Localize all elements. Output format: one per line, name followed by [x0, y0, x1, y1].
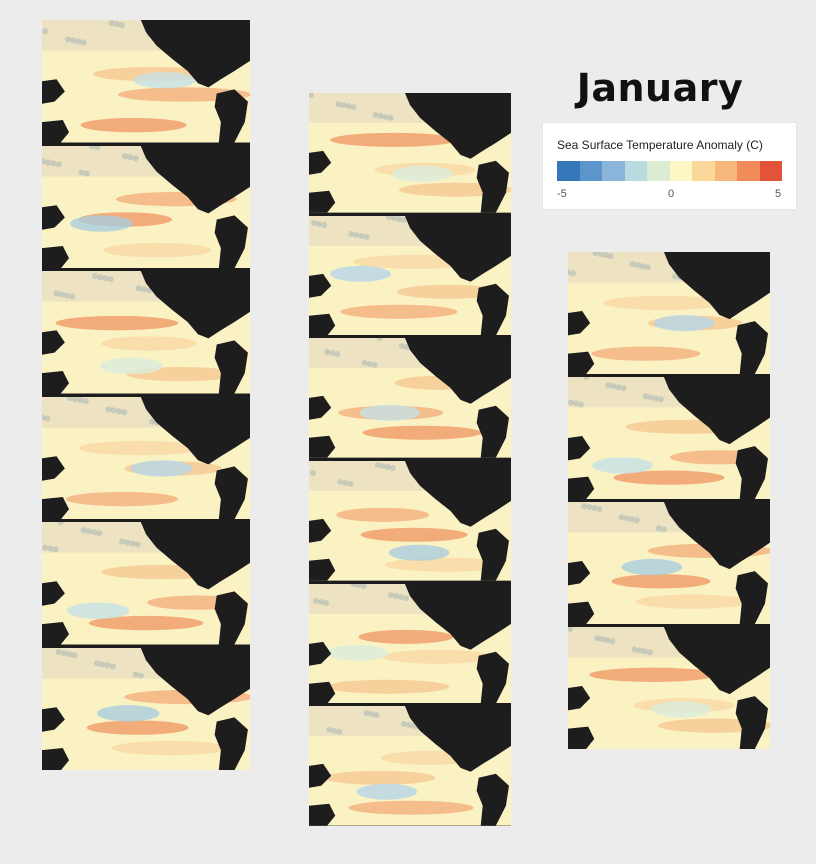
- month-title: January: [576, 66, 744, 110]
- legend-title: Sea Surface Temperature Anomaly (C): [557, 138, 763, 152]
- legend-color-scale: [557, 161, 782, 181]
- sst-anomaly-map-panel: [309, 583, 511, 704]
- sst-anomaly-map-panel: [309, 93, 511, 213]
- sst-anomaly-map-panel: [309, 215, 511, 336]
- map-column-middle: [309, 93, 511, 826]
- legend-swatch: [669, 161, 692, 181]
- sst-anomaly-map-panel: [42, 145, 250, 268]
- legend-mid-label: 0: [668, 188, 675, 200]
- sst-anomaly-map-panel: [309, 461, 511, 581]
- sst-anomaly-map-panel: [42, 522, 250, 645]
- legend-swatch: [647, 161, 670, 181]
- map-column-left: [42, 20, 250, 770]
- legend-swatch: [579, 161, 602, 181]
- sst-anomaly-map-panel: [42, 271, 250, 394]
- legend-min-label: -5: [557, 188, 567, 200]
- sst-anomaly-map-panel: [309, 338, 511, 458]
- legend-swatch: [624, 161, 647, 181]
- sst-anomaly-map-panel: [568, 502, 770, 624]
- color-legend: Sea Surface Temperature Anomaly (C) -5 0…: [543, 123, 796, 209]
- sst-anomaly-map-panel: [568, 252, 770, 374]
- legend-max-label: 5: [775, 188, 782, 200]
- legend-swatch: [557, 161, 580, 181]
- legend-swatch: [692, 161, 715, 181]
- legend-swatch: [714, 161, 737, 181]
- sst-anomaly-map-panel: [568, 627, 770, 749]
- sst-anomaly-map-panel: [42, 20, 250, 143]
- sst-anomaly-map-panel: [42, 647, 250, 770]
- sst-anomaly-map-panel: [42, 396, 250, 519]
- map-column-right: [568, 252, 770, 749]
- legend-swatch: [602, 161, 625, 181]
- sst-anomaly-map-panel: [309, 706, 511, 826]
- legend-swatch: [759, 161, 782, 181]
- legend-swatch: [737, 161, 760, 181]
- sst-anomaly-map-panel: [568, 377, 770, 499]
